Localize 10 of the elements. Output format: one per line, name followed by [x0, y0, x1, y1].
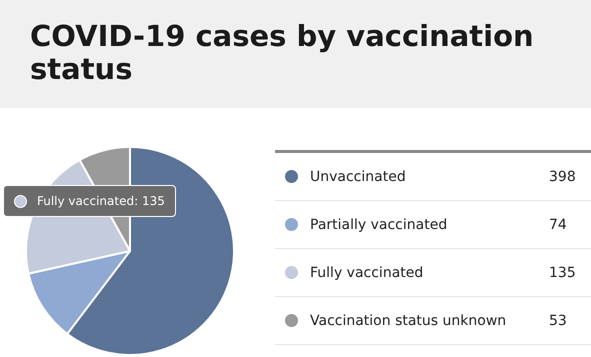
legend-label: Fully vaccinated	[310, 264, 424, 280]
legend-label: Unvaccinated	[310, 168, 407, 184]
text: Fully vaccinated: 135	[37, 194, 165, 208]
legend-label: Vaccination status unknown	[310, 312, 508, 328]
chart-title: COVID-19 cases by vaccination status	[30, 19, 535, 86]
data-label: 135	[549, 264, 577, 280]
data-label: 74	[549, 216, 568, 232]
data-label: 398	[549, 168, 577, 184]
data-label: 53	[549, 312, 568, 328]
legend-label: Partially vaccinated	[310, 216, 448, 232]
